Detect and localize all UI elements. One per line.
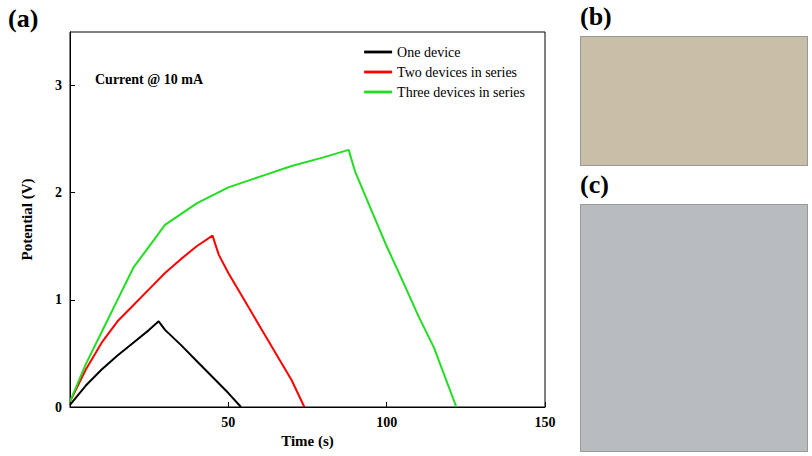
svg-text:Current @ 10 mA: Current @ 10 mA (95, 72, 204, 87)
svg-text:1: 1 (55, 292, 62, 307)
svg-text:3: 3 (55, 78, 62, 93)
svg-text:2: 2 (55, 185, 62, 200)
svg-text:Three devices in series: Three devices in series (397, 85, 525, 100)
svg-text:150: 150 (535, 415, 556, 430)
svg-text:100: 100 (376, 415, 397, 430)
svg-text:50: 50 (221, 415, 235, 430)
svg-text:Potential (V): Potential (V) (19, 178, 36, 260)
svg-text:Two devices in series: Two devices in series (397, 65, 517, 80)
html-text:(c): (c) (580, 170, 609, 199)
svg-text:0: 0 (55, 400, 62, 415)
html-text:(a): (a) (8, 4, 39, 33)
svg-text:Time (s): Time (s) (281, 433, 334, 450)
html-text:(b): (b) (580, 2, 612, 31)
svg-text:One device: One device (397, 45, 460, 60)
